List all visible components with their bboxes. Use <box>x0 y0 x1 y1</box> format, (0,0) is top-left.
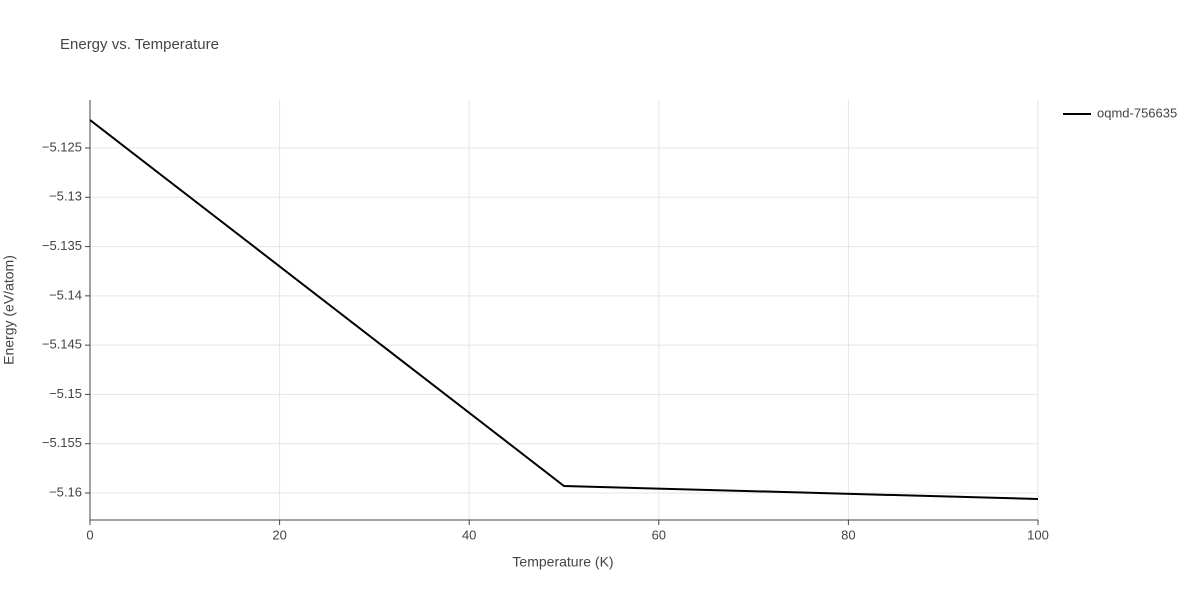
x-tick-label: 100 <box>1027 527 1049 542</box>
y-tick-label: −5.16 <box>49 484 82 499</box>
series-line <box>89 119 1039 501</box>
y-tick-label: −5.135 <box>42 238 82 253</box>
y-tick-label: −5.125 <box>42 139 82 154</box>
chart-title: Energy vs. Temperature <box>60 36 219 53</box>
x-tick-label: 0 <box>86 527 93 542</box>
y-axis-label: Energy (eV/atom) <box>1 255 17 365</box>
x-tick-label: 60 <box>652 527 666 542</box>
x-tick-label: 20 <box>272 527 286 542</box>
x-axis-label: Temperature (K) <box>512 554 613 570</box>
y-tick-label: −5.155 <box>42 435 82 450</box>
y-tick-label: −5.15 <box>49 386 82 401</box>
legend-label: oqmd-756635 <box>1097 105 1177 120</box>
y-tick-label: −5.14 <box>49 287 82 302</box>
y-tick-label: −5.145 <box>42 337 82 352</box>
x-tick-label: 40 <box>462 527 476 542</box>
x-tick-label: 80 <box>841 527 855 542</box>
y-tick-label: −5.13 <box>49 189 82 204</box>
